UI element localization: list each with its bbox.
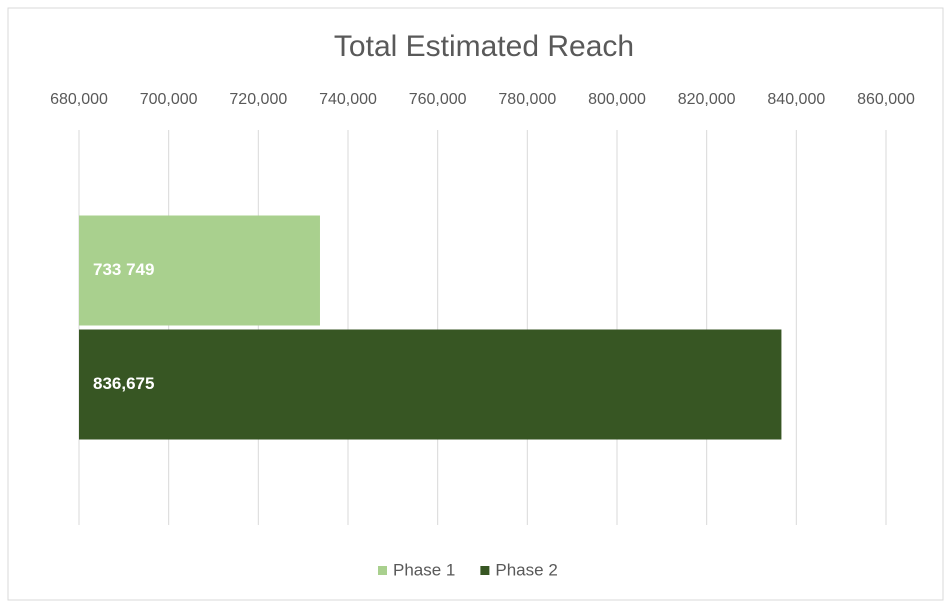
x-tick-label: 680,000 (50, 91, 108, 108)
bar (79, 329, 782, 440)
legend-swatch (378, 566, 387, 575)
x-tick-label: 840,000 (767, 91, 825, 108)
chart-title: Total Estimated Reach (334, 30, 634, 63)
x-tick-label: 700,000 (140, 91, 198, 108)
x-tick-label: 820,000 (678, 91, 736, 108)
data-label: 836,675 (93, 374, 154, 393)
x-tick-label: 740,000 (319, 91, 377, 108)
legend-label: Phase 2 (495, 560, 557, 579)
x-tick-label: 860,000 (857, 91, 915, 108)
x-tick-label: 720,000 (229, 91, 287, 108)
x-tick-label: 780,000 (498, 91, 556, 108)
x-tick-label: 760,000 (409, 91, 467, 108)
data-label: 733 749 (93, 260, 154, 279)
bar (79, 215, 320, 326)
legend-label: Phase 1 (393, 560, 455, 579)
x-tick-label: 800,000 (588, 91, 646, 108)
legend-swatch (480, 566, 490, 575)
